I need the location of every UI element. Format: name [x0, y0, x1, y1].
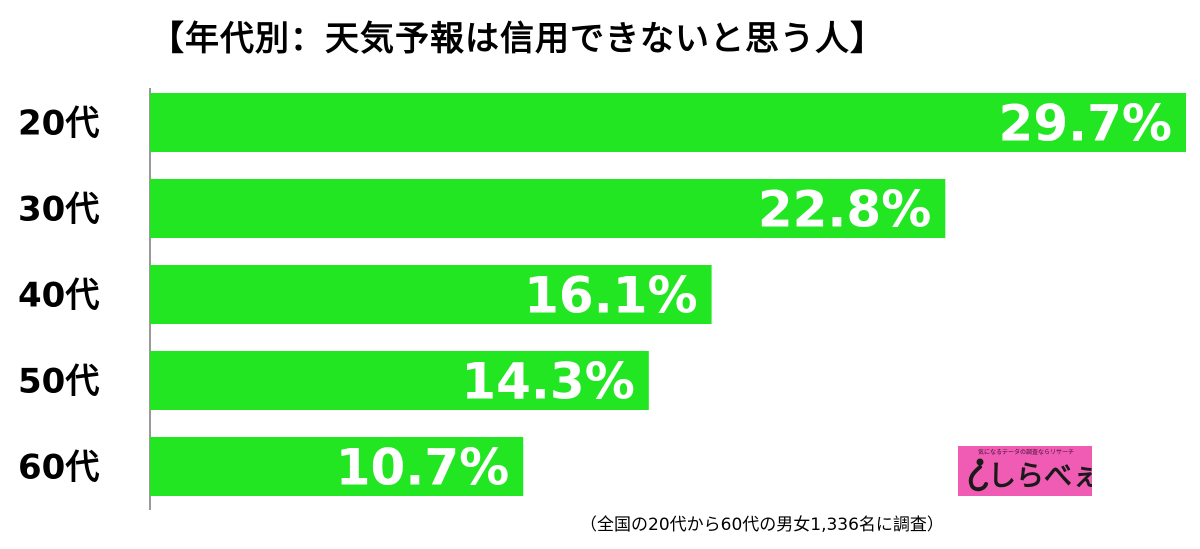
- category-label: 30代: [18, 190, 99, 230]
- category-label: 50代: [18, 362, 99, 402]
- category-label: 60代: [18, 448, 99, 488]
- chart-title: 【年代別：天気予報は信用できないと思う人】: [150, 19, 885, 59]
- bar-value-label: 14.3%: [461, 353, 634, 411]
- bar-value-label: 16.1%: [524, 267, 697, 325]
- category-label: 20代: [18, 104, 99, 144]
- bar-value-label: 22.8%: [758, 181, 931, 239]
- logo-mark-icon: [968, 458, 988, 492]
- survey-footnote: （全国の20代から60代の男女1,336名に調査）: [580, 515, 944, 535]
- logo-tagline: 気になるデータの調査ならリサーチ: [978, 449, 1075, 456]
- category-label: 40代: [18, 276, 99, 316]
- bar: [150, 93, 1186, 152]
- shirabee-logo: 気になるデータの調査ならリサーチ しらべぇ: [958, 446, 1092, 496]
- bar-value-label: 10.7%: [336, 439, 509, 497]
- bars-group: 20代 29.7% 30代 22.8% 40代 16.1% 50代 14.3% 60代 10.7%: [18, 93, 1186, 497]
- bar: [150, 437, 524, 496]
- bar-value-label: 29.7%: [999, 95, 1172, 153]
- logo-text: しらべぇ: [988, 459, 1092, 492]
- bar: [150, 265, 712, 324]
- bar: [150, 351, 649, 410]
- bar: [150, 179, 946, 238]
